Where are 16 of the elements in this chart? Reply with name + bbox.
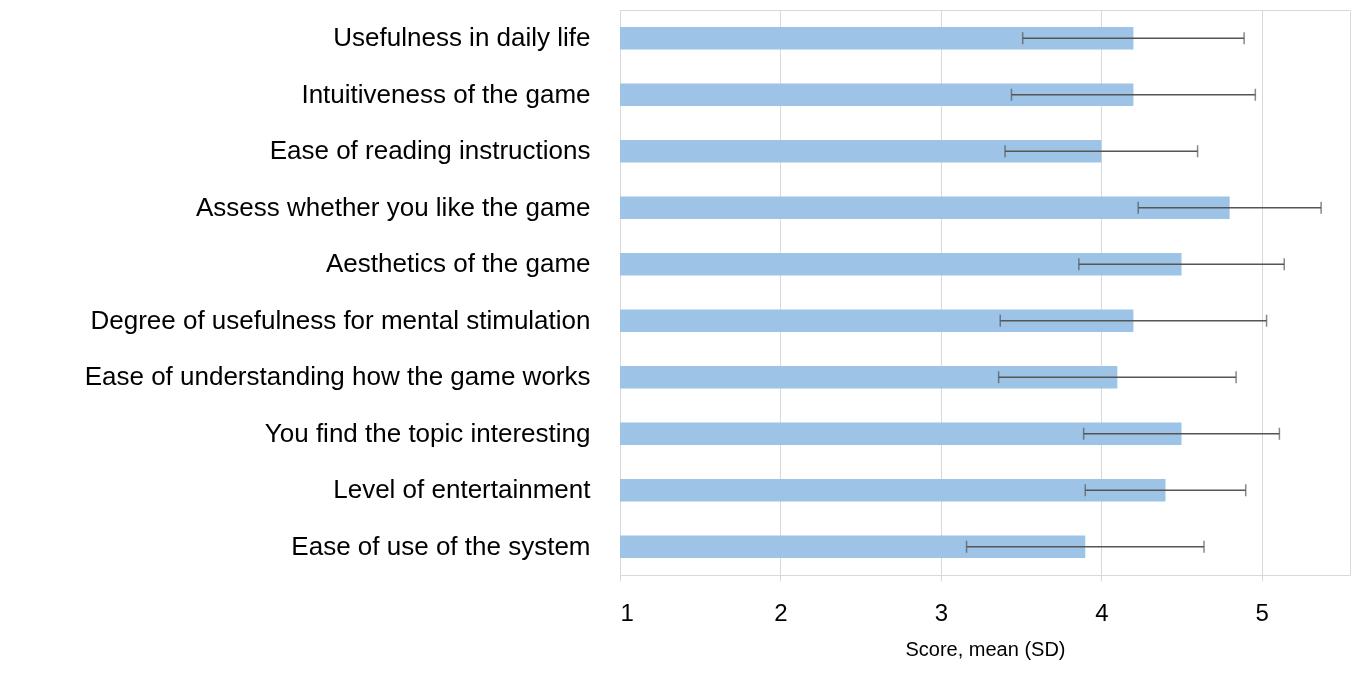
x-tick-label: 5 [1255,598,1269,626]
x-tick-label: 2 [774,598,788,626]
y-tick-label: Aesthetics of the game [326,248,591,279]
y-tick-label: Assess whether you like the game [195,191,591,222]
y-tick-label: Level of entertainment [333,474,592,505]
y-tick-label: Degree of usefulness for mental stimulation [90,304,591,335]
x-tick-label: 3 [934,598,949,626]
x-tick-label: 4 [1095,598,1109,626]
y-tick-label: Ease of reading instructions [269,135,591,166]
y-tick-label: Ease of use of the system [291,530,591,561]
y-tick-label: Ease of understanding how the game works [84,361,591,392]
x-axis-title: Score, mean (SD) [905,637,1066,660]
y-tick-label: Intuitiveness of the game [301,78,591,109]
y-tick-label: Usefulness in daily life [333,22,591,53]
x-tick-label: 1 [620,598,634,626]
y-tick-label: You find the topic interesting [264,417,591,448]
